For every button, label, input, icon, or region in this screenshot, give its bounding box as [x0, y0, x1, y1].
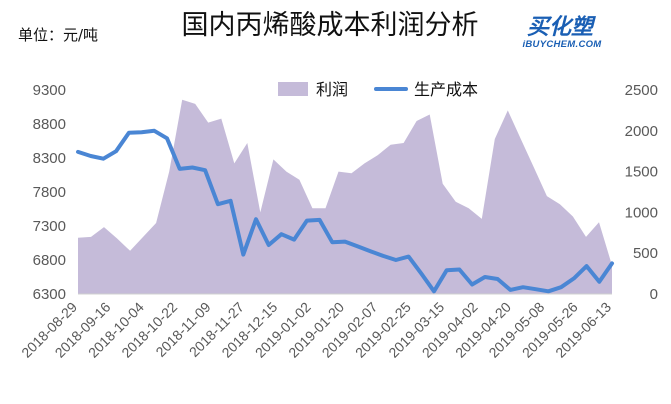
logo-wordmark: 买化塑 — [527, 15, 596, 40]
profit-area — [78, 99, 612, 294]
legend: 利润 生产成本 — [278, 80, 478, 99]
y-right-tick-label: 1000 — [625, 204, 658, 221]
profit-area-layer — [78, 99, 612, 294]
left-axis: 6300 6800 7300 7800 8300 8800 9300 — [33, 82, 66, 303]
y-right-tick-label: 1500 — [625, 164, 658, 181]
y-right-tick-label: 0 — [650, 286, 658, 303]
y-left-tick-label: 6800 — [33, 252, 66, 269]
brand-logo: 买化塑 iBUYCHEM.COM — [522, 15, 602, 50]
y-left-tick-label: 7300 — [33, 218, 66, 235]
x-axis: 2018-08-292018-09-162018-10-042018-10-22… — [18, 293, 614, 361]
right-axis: 0 500 1000 1500 2000 2500 — [625, 82, 658, 303]
cost-line — [76, 128, 614, 294]
y-left-tick-label: 7800 — [33, 184, 66, 201]
y-left-tick-label: 6300 — [33, 286, 66, 303]
y-left-tick-label: 8300 — [33, 150, 66, 167]
logo-subtext: iBUYCHEM.COM — [522, 39, 602, 50]
unit-label: 单位：元/吨 — [18, 26, 98, 44]
y-right-tick-label: 500 — [633, 245, 658, 262]
y-left-tick-label: 8800 — [33, 116, 66, 133]
legend-label-profit: 利润 — [316, 80, 348, 99]
cost-line-layer — [76, 128, 614, 294]
y-right-tick-label: 2000 — [625, 123, 658, 140]
legend-swatch-profit — [278, 82, 308, 96]
y-right-tick-label: 2500 — [625, 82, 658, 99]
chart-title: 国内丙烯酸成本利润分析 — [182, 10, 479, 41]
y-left-tick-label: 9300 — [33, 82, 66, 99]
legend-label-cost: 生产成本 — [414, 80, 478, 99]
